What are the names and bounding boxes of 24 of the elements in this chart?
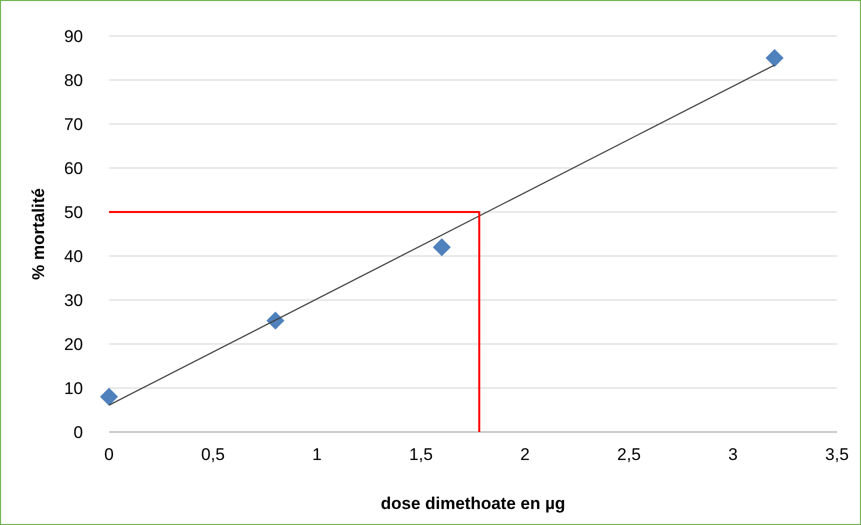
- y-tick-label: 30: [64, 290, 83, 310]
- x-tick-label: 1: [312, 445, 322, 464]
- point: [100, 388, 118, 406]
- x-axis-title: dose dimethoate en µg: [380, 494, 566, 513]
- point: [266, 312, 284, 330]
- y-tick-label: 70: [64, 114, 83, 134]
- point: [432, 238, 451, 256]
- y-tick-label: 80: [64, 70, 83, 90]
- y-tick-label: 40: [64, 246, 83, 266]
- y-tick-label: 60: [64, 158, 83, 178]
- y-tick-label: 10: [64, 378, 83, 398]
- y-axis-title: % mortalité: [29, 188, 48, 280]
- x-tick-label: 3,5: [825, 445, 849, 464]
- x-tick-label: 0,5: [201, 445, 225, 464]
- x-tick-label: 2,5: [617, 445, 641, 464]
- y-tick-label: 50: [64, 202, 83, 222]
- x-tick-label: 1,5: [409, 445, 433, 464]
- y-tick-label: 20: [64, 334, 83, 354]
- x-tick-label: 2: [520, 445, 530, 464]
- y-tick-label: 0: [74, 422, 83, 442]
- y-tick-label: 90: [64, 26, 83, 46]
- x-tick-label: 0: [104, 445, 114, 464]
- x-tick-label: 3: [728, 445, 738, 464]
- point: [766, 49, 784, 67]
